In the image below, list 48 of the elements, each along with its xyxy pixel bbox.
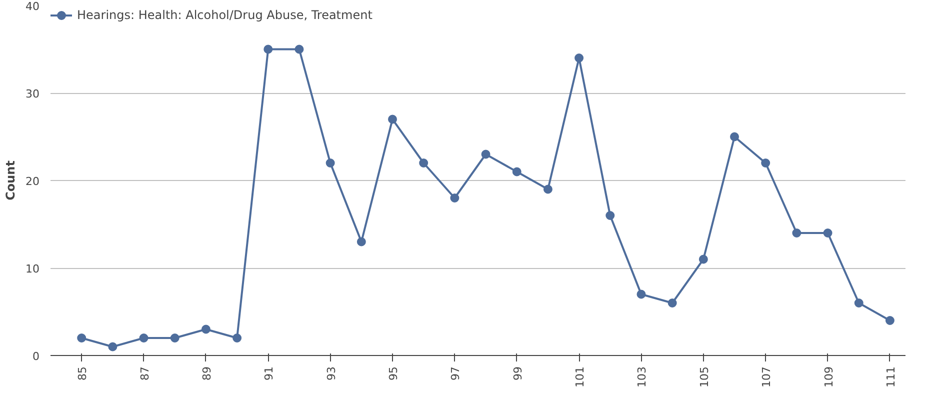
point (481, 150, 490, 159)
point (574, 54, 584, 62)
x-tick-label: 101 (574, 366, 587, 388)
point (450, 194, 460, 202)
y-tick-label: 10 (26, 262, 40, 276)
x-tick-label: 87 (138, 366, 152, 380)
point (543, 184, 552, 194)
y-tick-label: 0 (32, 350, 40, 363)
point (606, 211, 615, 220)
x-tick-label: 105 (698, 366, 711, 388)
x-tick-label: 99 (511, 366, 524, 380)
point (170, 334, 180, 342)
point (730, 132, 739, 142)
point (77, 334, 86, 342)
x-tick-label: 89 (200, 366, 214, 380)
point (698, 254, 708, 264)
point (823, 228, 832, 238)
point (792, 228, 802, 238)
point (419, 158, 428, 168)
x-tick-label: 111 (884, 366, 898, 388)
y-tick-label: 40 (26, 0, 40, 13)
point (139, 334, 148, 342)
x-tick-label: 107 (760, 366, 774, 388)
point (512, 167, 522, 176)
x-tick-label: 103 (636, 366, 649, 388)
point (388, 114, 397, 124)
point (108, 342, 118, 352)
y-tick-label: 20 (26, 175, 40, 188)
x-tick-label: 85 (76, 366, 90, 380)
point (326, 158, 335, 168)
point (636, 290, 646, 299)
point (854, 298, 864, 308)
point (668, 298, 677, 308)
legend-label: Hearings: Health: Alcohol/Drug Abuse, Treatment (77, 8, 372, 22)
point (356, 237, 366, 246)
x-tick-label: 97 (449, 366, 462, 380)
y-tick-label: 30 (26, 88, 40, 100)
x-tick-label: 91 (262, 366, 276, 380)
point (264, 44, 273, 54)
x-tick-label: 95 (387, 366, 400, 380)
point (201, 324, 210, 334)
point (294, 44, 304, 54)
point (761, 158, 770, 168)
x-tick-label: 109 (822, 366, 836, 388)
y-axis-title: Count (4, 160, 18, 200)
x-tick-label: 93 (324, 366, 338, 380)
point (885, 316, 894, 325)
point (232, 334, 242, 342)
